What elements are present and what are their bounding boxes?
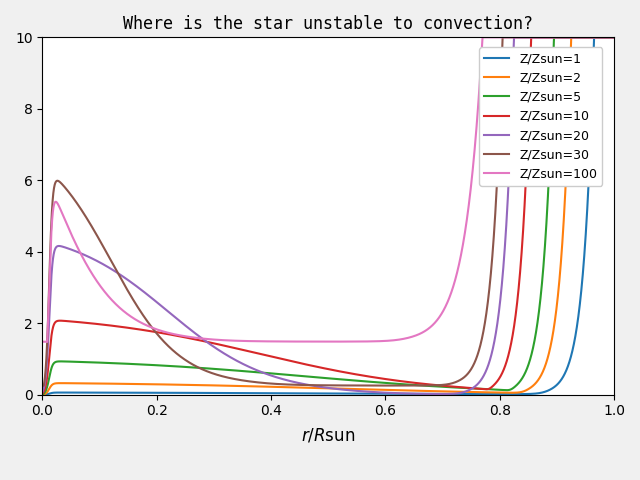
Line: Z/Zsun=10: Z/Zsun=10 xyxy=(42,37,614,394)
Z/Zsun=10 xyxy=(527,35,535,40)
Z/Zsun=1 xyxy=(257,390,264,396)
Z/Zsun=20 xyxy=(142,291,150,297)
Z/Zsun=20 xyxy=(257,369,264,375)
Z/Zsun=100 xyxy=(38,339,46,345)
Z/Zsun=5 xyxy=(381,380,389,386)
Z/Zsun=10 xyxy=(410,380,418,385)
Z/Zsun=10 xyxy=(509,334,516,340)
Line: Z/Zsun=2: Z/Zsun=2 xyxy=(42,37,614,395)
Z/Zsun=20 xyxy=(465,387,473,393)
Line: Z/Zsun=30: Z/Zsun=30 xyxy=(42,37,614,386)
Z/Zsun=100 xyxy=(610,35,618,40)
Z/Zsun=30 xyxy=(381,383,389,388)
Z/Zsun=1 xyxy=(410,391,418,397)
Z/Zsun=2 xyxy=(568,35,575,40)
Z/Zsun=30 xyxy=(410,383,418,388)
Z/Zsun=20 xyxy=(510,35,518,40)
Z/Zsun=5 xyxy=(142,362,150,368)
Z/Zsun=1 xyxy=(610,35,618,40)
Z/Zsun=100 xyxy=(410,333,418,339)
Z/Zsun=10 xyxy=(257,351,264,357)
Z/Zsun=5 xyxy=(38,391,46,397)
Z/Zsun=2 xyxy=(257,384,264,389)
Z/Zsun=5 xyxy=(610,35,618,40)
Z/Zsun=1 xyxy=(465,391,473,397)
Z/Zsun=100 xyxy=(479,35,486,40)
Z/Zsun=2 xyxy=(381,387,389,393)
Z/Zsun=5 xyxy=(257,370,264,375)
Line: Z/Zsun=20: Z/Zsun=20 xyxy=(42,37,614,394)
Z/Zsun=1 xyxy=(509,391,516,397)
Z/Zsun=100 xyxy=(381,338,389,344)
Line: Z/Zsun=1: Z/Zsun=1 xyxy=(42,37,614,395)
Z/Zsun=2 xyxy=(410,388,418,394)
Z/Zsun=5 xyxy=(465,385,473,391)
Z/Zsun=2 xyxy=(509,390,516,396)
Z/Zsun=1 xyxy=(38,392,46,397)
Z/Zsun=2 xyxy=(38,392,46,397)
Z/Zsun=5 xyxy=(550,35,558,40)
Z/Zsun=100 xyxy=(143,323,150,328)
Z/Zsun=2 xyxy=(610,35,618,40)
Legend: Z/Zsun=1, Z/Zsun=2, Z/Zsun=5, Z/Zsun=10, Z/Zsun=20, Z/Zsun=30, Z/Zsun=100: Z/Zsun=1, Z/Zsun=2, Z/Zsun=5, Z/Zsun=10,… xyxy=(479,47,602,186)
Z/Zsun=100 xyxy=(509,35,516,40)
Z/Zsun=5 xyxy=(509,386,516,392)
Z/Zsun=100 xyxy=(465,201,473,206)
Z/Zsun=10 xyxy=(381,376,389,382)
Z/Zsun=20 xyxy=(410,391,418,396)
Z/Zsun=30 xyxy=(40,383,47,389)
Z/Zsun=30 xyxy=(509,35,516,40)
Z/Zsun=1 xyxy=(381,391,389,396)
Z/Zsun=2 xyxy=(142,381,150,387)
Z/Zsun=10 xyxy=(610,35,618,40)
Z/Zsun=20 xyxy=(437,391,445,397)
Text: $r$/$R$sun: $r$/$R$sun xyxy=(301,427,355,444)
Line: Z/Zsun=100: Z/Zsun=100 xyxy=(42,37,614,342)
Z/Zsun=30 xyxy=(143,317,150,323)
Z/Zsun=5 xyxy=(410,382,418,388)
Z/Zsun=30 xyxy=(257,380,265,385)
Z/Zsun=20 xyxy=(38,389,46,395)
Z/Zsun=10 xyxy=(465,385,473,391)
Title: Where is the star unstable to convection?: Where is the star unstable to convection… xyxy=(123,15,533,33)
Z/Zsun=1 xyxy=(142,390,150,396)
Z/Zsun=10 xyxy=(38,391,46,396)
Z/Zsun=1 xyxy=(590,35,598,40)
Z/Zsun=30 xyxy=(38,383,46,389)
Z/Zsun=20 xyxy=(509,83,516,89)
Z/Zsun=2 xyxy=(465,389,473,395)
Z/Zsun=30 xyxy=(465,369,473,375)
Z/Zsun=30 xyxy=(610,35,618,40)
Z/Zsun=100 xyxy=(257,338,265,344)
Z/Zsun=30 xyxy=(499,35,506,40)
Z/Zsun=100 xyxy=(44,339,51,345)
Z/Zsun=20 xyxy=(610,35,618,40)
Line: Z/Zsun=5: Z/Zsun=5 xyxy=(42,37,614,394)
Z/Zsun=20 xyxy=(381,390,389,396)
Z/Zsun=10 xyxy=(142,327,150,333)
